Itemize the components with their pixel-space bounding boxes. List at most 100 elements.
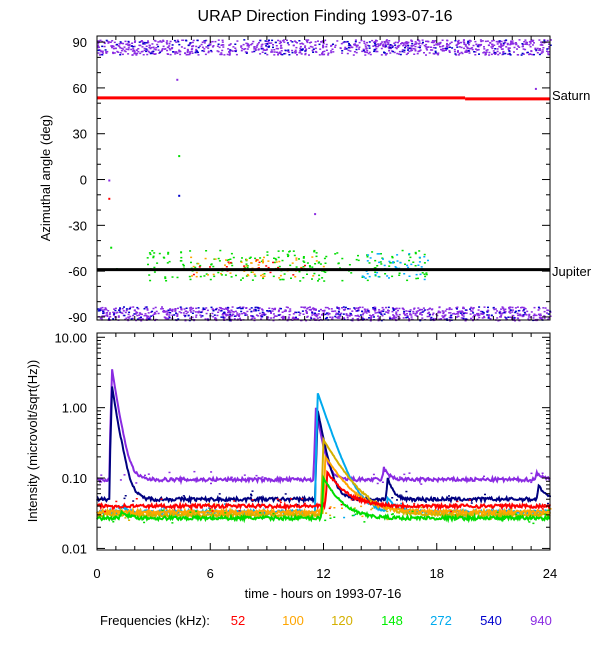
df-point (231, 314, 233, 317)
df-point (404, 314, 407, 316)
df-point (304, 53, 307, 56)
df-point (289, 310, 292, 312)
df-point (147, 315, 150, 318)
df-point (378, 253, 381, 255)
df-point (363, 42, 366, 44)
df-point (257, 259, 260, 261)
df-point (499, 46, 502, 49)
df-point (511, 309, 514, 311)
df-point (281, 278, 284, 281)
df-point (184, 310, 187, 312)
df-point (245, 307, 248, 309)
df-point (372, 314, 375, 316)
df-point (257, 48, 260, 50)
df-point (385, 40, 388, 42)
df-point (288, 54, 291, 56)
df-point (423, 44, 426, 47)
df-point (143, 41, 146, 44)
df-point (401, 50, 404, 53)
intensity-point (470, 502, 473, 504)
df-point (396, 260, 399, 262)
df-point (184, 52, 187, 55)
df-point (492, 45, 494, 48)
df-point (325, 46, 328, 48)
df-point (488, 314, 490, 316)
df-point (392, 309, 395, 311)
df-point (168, 316, 171, 319)
df-point (403, 273, 406, 275)
df-point (222, 46, 225, 48)
df-point (140, 40, 143, 42)
df-point (478, 306, 481, 308)
df-point (97, 43, 100, 45)
df-point (315, 313, 318, 315)
df-point (358, 41, 361, 44)
df-point (504, 317, 507, 319)
df-point (377, 319, 380, 322)
df-point (513, 46, 516, 49)
df-point (171, 310, 174, 312)
df-point (391, 262, 394, 264)
df-point (409, 256, 412, 259)
df-point (298, 51, 301, 54)
df-point (201, 50, 204, 52)
df-point (199, 314, 202, 316)
df-point (311, 278, 313, 280)
df-point (351, 46, 354, 49)
df-point (292, 316, 295, 319)
df-point (478, 43, 480, 46)
df-point (287, 49, 290, 51)
df-point (227, 314, 230, 316)
df-point (314, 50, 317, 53)
df-point (325, 312, 328, 314)
df-point (391, 45, 394, 47)
df-point (395, 314, 398, 316)
df-point (137, 48, 140, 50)
df-point (246, 44, 249, 47)
intensity-point (541, 472, 544, 474)
df-point (287, 306, 289, 309)
df-point (379, 312, 382, 314)
df-point (263, 49, 266, 51)
df-point (180, 312, 183, 314)
df-point (107, 42, 110, 44)
df-point (145, 50, 148, 53)
df-point (129, 315, 132, 318)
intensity-point (340, 503, 343, 506)
df-point (119, 52, 122, 54)
df-point (148, 44, 151, 46)
df-point (302, 43, 305, 45)
legend-title: Frequencies (kHz): (100, 613, 210, 628)
df-point (543, 310, 546, 313)
df-point (279, 40, 282, 42)
df-point (145, 314, 148, 317)
df-point (429, 46, 432, 48)
df-point (490, 314, 493, 316)
df-point (153, 311, 156, 314)
df-point (314, 309, 317, 311)
df-point (471, 310, 474, 312)
df-point (118, 309, 121, 311)
df-point (154, 306, 157, 309)
df-point (466, 47, 469, 49)
df-point (397, 41, 399, 44)
df-point (364, 309, 367, 311)
df-point (253, 50, 256, 53)
df-point (530, 50, 533, 53)
df-point (540, 43, 543, 45)
df-point (261, 313, 264, 316)
df-point (374, 41, 376, 43)
intensity-point (353, 507, 356, 509)
df-point (245, 265, 248, 267)
df-point (132, 306, 135, 308)
df-point (153, 48, 156, 50)
df-point (368, 317, 370, 319)
df-point (220, 52, 223, 54)
intensity-point (324, 519, 327, 522)
df-point (152, 53, 155, 55)
df-point (465, 318, 468, 320)
df-point (433, 44, 436, 46)
df-point (357, 308, 360, 310)
df-point (525, 314, 528, 316)
df-point (113, 52, 116, 54)
